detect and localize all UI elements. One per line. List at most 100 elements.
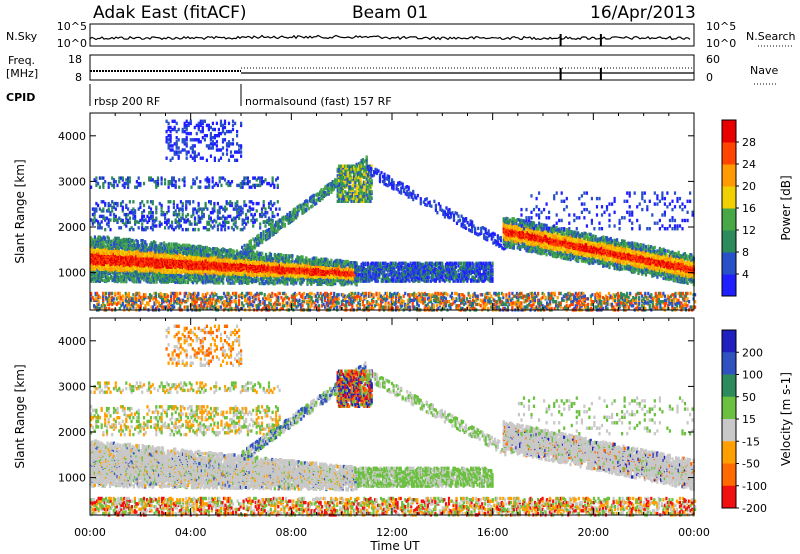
heatmap-cell xyxy=(113,297,115,300)
nsky-tick-top: 10^5 xyxy=(57,20,87,33)
heatmap-cell xyxy=(173,305,175,308)
heatmap-cell xyxy=(664,295,666,298)
freq-tick-top: 18 xyxy=(68,53,82,66)
heatmap-cell xyxy=(259,300,261,303)
heatmap-cell xyxy=(469,295,471,298)
heatmap-cell xyxy=(155,292,157,295)
heatmap-cell xyxy=(359,303,361,306)
heatmap-cell xyxy=(105,240,107,243)
heatmap-cell xyxy=(99,296,101,299)
heatmap-cell xyxy=(179,292,181,295)
heatmap-cell xyxy=(161,242,163,245)
heatmap-cell xyxy=(599,292,601,295)
heatmap-cell xyxy=(674,292,676,295)
heatmap-cell xyxy=(318,304,320,307)
heatmap-cell xyxy=(230,300,232,303)
heatmap-cell xyxy=(144,293,146,296)
heatmap-cell xyxy=(243,304,245,307)
heatmap-cell xyxy=(233,250,235,253)
heatmap-cell xyxy=(101,279,103,282)
heatmap-cell xyxy=(650,293,652,296)
power-heatmap-panel: 1000200030004000Slant Range [km] xyxy=(13,113,696,312)
station-title: Adak East (fitACF) xyxy=(93,3,247,23)
heatmap-cell xyxy=(138,292,140,295)
heatmap-cell xyxy=(365,292,367,295)
heatmap-cell xyxy=(171,242,173,245)
heatmap-cell xyxy=(252,304,254,307)
heatmap-cell xyxy=(591,293,593,296)
heatmap-cell xyxy=(424,297,426,300)
nsky-trace xyxy=(90,34,690,46)
heatmap-cell xyxy=(587,297,589,300)
heatmap-cell xyxy=(250,292,252,295)
heatmap-cell xyxy=(455,297,457,300)
heatmap-cell xyxy=(288,297,290,300)
heatmap-cell xyxy=(143,278,145,281)
heatmap-cell xyxy=(257,278,259,281)
heatmap-cell xyxy=(520,301,522,304)
heatmap-cell xyxy=(418,304,420,307)
heatmap-cell xyxy=(139,280,141,283)
heatmap-cell xyxy=(433,304,435,307)
heatmap-cell xyxy=(138,244,140,247)
heatmap-cell xyxy=(649,304,651,307)
heatmap-cell xyxy=(502,293,504,296)
cpid-segment-label: rbsp 200 RF xyxy=(94,95,160,108)
heatmap-cell xyxy=(98,300,100,303)
heatmap-cell xyxy=(587,303,589,306)
nsearch-tick-top: 10^5 xyxy=(706,20,736,33)
heatmap-cell xyxy=(311,292,313,295)
heatmap-cell xyxy=(481,293,483,296)
heatmap-cell xyxy=(122,299,124,302)
heatmap-cell xyxy=(554,292,556,295)
heatmap-cell xyxy=(626,292,628,295)
heatmap-cell xyxy=(545,296,547,299)
heatmap-cell xyxy=(301,304,303,307)
heatmap-cell xyxy=(537,292,539,295)
heatmap-cell xyxy=(193,245,195,248)
heatmap-cell xyxy=(638,296,640,299)
heatmap-cell xyxy=(154,241,156,244)
heatmap-cell xyxy=(311,296,313,299)
heatmap-cell xyxy=(133,277,135,280)
heatmap-cell xyxy=(119,292,121,295)
heatmap-cell xyxy=(688,300,690,303)
heatmap-cell xyxy=(286,301,288,304)
nave-tick-bottom: 0 xyxy=(706,71,713,84)
heatmap-cell xyxy=(330,292,332,295)
heatmap-cell xyxy=(563,299,565,302)
heatmap-cell xyxy=(336,305,338,308)
heatmap-cell xyxy=(118,237,120,240)
heatmap-cell xyxy=(230,281,232,284)
heatmap-cell xyxy=(338,297,340,300)
heatmap-cell xyxy=(357,292,359,295)
heatmap-cell xyxy=(298,299,300,302)
heatmap-cell xyxy=(279,303,281,306)
heatmap-cell xyxy=(176,292,178,295)
heatmap-cell xyxy=(446,293,448,296)
heatmap-cell xyxy=(145,243,147,246)
heatmap-cell xyxy=(505,293,507,296)
nsky-label: N.Sky xyxy=(6,30,38,43)
freq-unit: [MHz] xyxy=(6,67,38,80)
heatmap-cell xyxy=(463,295,465,298)
heatmap-cell xyxy=(187,305,189,308)
heatmap-cell xyxy=(498,292,500,295)
heatmap-cell xyxy=(333,292,335,295)
heatmap-cell xyxy=(372,300,374,303)
heatmap-cell xyxy=(277,296,279,299)
heatmap-cell xyxy=(238,299,240,302)
heatmap-cell xyxy=(104,237,106,240)
heatmap-cell xyxy=(375,292,377,295)
heatmap-cell xyxy=(555,300,557,303)
heatmap-cell xyxy=(270,299,272,302)
beam-title: Beam 01 xyxy=(352,3,428,23)
heatmap-cell xyxy=(206,246,208,249)
heatmap-cell xyxy=(197,292,199,295)
heatmap-cell xyxy=(404,292,406,295)
nsearch-tick-bottom: 10^0 xyxy=(706,37,736,50)
heatmap-cell xyxy=(279,292,281,295)
heatmap-cell xyxy=(690,292,692,295)
heatmap-cell xyxy=(160,292,162,295)
heatmap-cell xyxy=(222,281,224,284)
